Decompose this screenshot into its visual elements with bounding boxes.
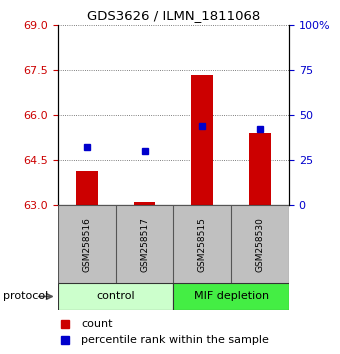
Text: GSM258517: GSM258517	[140, 217, 149, 272]
Text: GSM258530: GSM258530	[256, 217, 265, 272]
Bar	[76, 171, 98, 205]
Text: GSM258515: GSM258515	[198, 217, 207, 272]
Bar	[134, 202, 155, 205]
Text: protocol: protocol	[3, 291, 49, 302]
Text: GSM258516: GSM258516	[82, 217, 91, 272]
Bar	[249, 132, 271, 205]
Text: control: control	[96, 291, 135, 302]
Bar	[191, 75, 213, 205]
Title: GDS3626 / ILMN_1811068: GDS3626 / ILMN_1811068	[87, 9, 260, 22]
Bar	[173, 283, 289, 310]
Bar	[58, 283, 173, 310]
Text: percentile rank within the sample: percentile rank within the sample	[81, 335, 269, 345]
Text: MIF depletion: MIF depletion	[194, 291, 269, 302]
Text: count: count	[81, 319, 113, 329]
